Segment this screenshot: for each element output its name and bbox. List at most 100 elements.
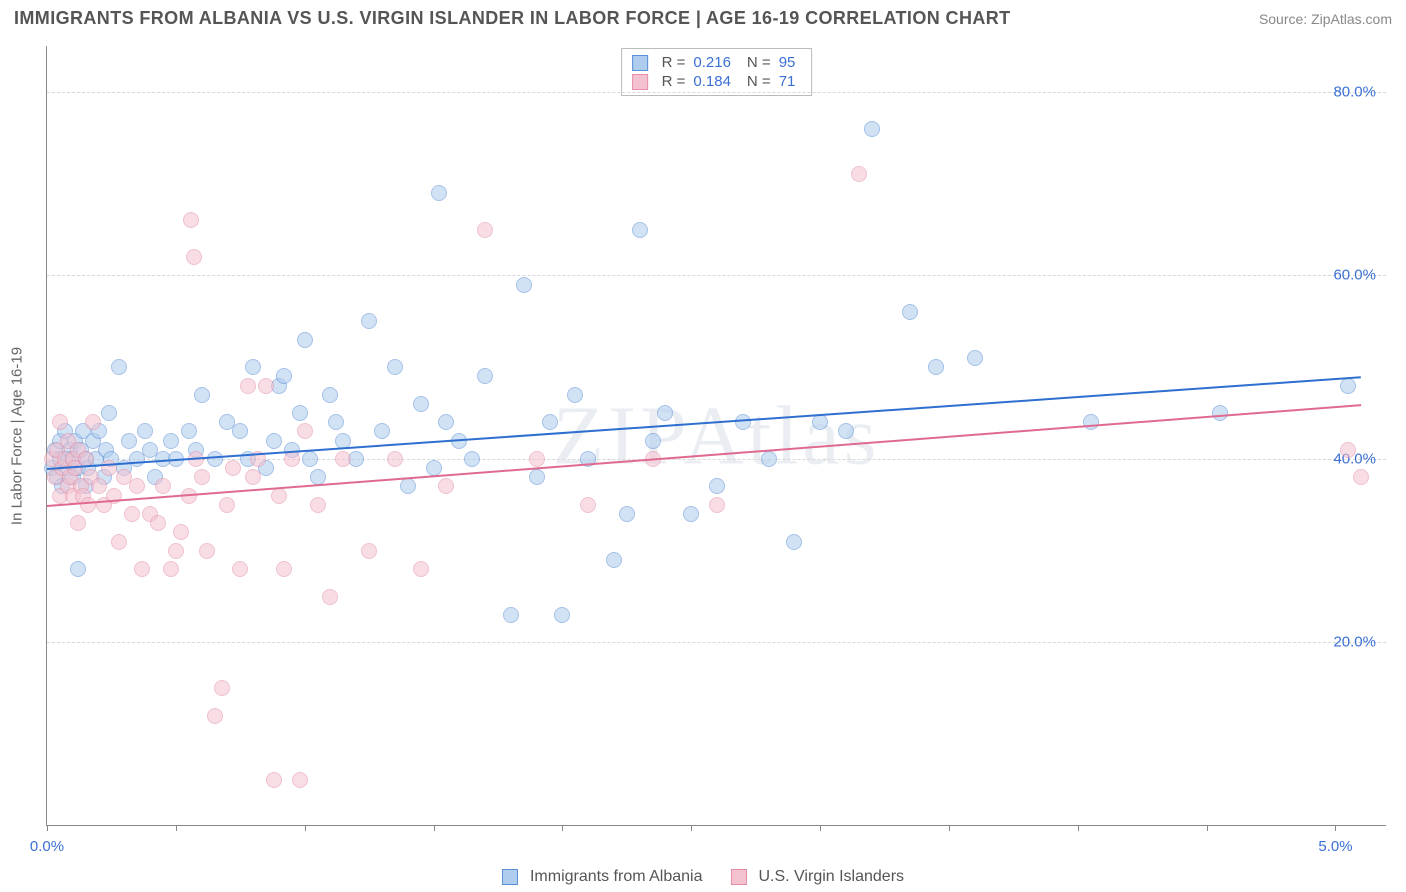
- scatter-point: [580, 497, 596, 513]
- scatter-point: [709, 478, 725, 494]
- scatter-point: [1340, 378, 1356, 394]
- scatter-point: [284, 451, 300, 467]
- scatter-point: [761, 451, 777, 467]
- scatter-point: [292, 772, 308, 788]
- legend-label-1: U.S. Virgin Islanders: [758, 868, 904, 886]
- chart-source: Source: ZipAtlas.com: [1259, 11, 1392, 27]
- scatter-point: [567, 387, 583, 403]
- scatter-point: [111, 534, 127, 550]
- scatter-point: [310, 497, 326, 513]
- stat-r-value-0: 0.216: [693, 54, 731, 71]
- title-bar: IMMIGRANTS FROM ALBANIA VS U.S. VIRGIN I…: [14, 8, 1392, 29]
- stat-n-label-0: N =: [747, 54, 771, 71]
- stat-r-label-1: R =: [662, 73, 686, 90]
- scatter-point: [266, 772, 282, 788]
- scatter-point: [297, 332, 313, 348]
- scatter-point: [328, 414, 344, 430]
- scatter-point: [709, 497, 725, 513]
- scatter-point: [258, 378, 274, 394]
- scatter-point: [80, 497, 96, 513]
- x-tick: [305, 825, 306, 831]
- scatter-point: [387, 451, 403, 467]
- x-tick: [176, 825, 177, 831]
- scatter-point: [529, 451, 545, 467]
- scatter-point: [155, 478, 171, 494]
- scatter-point: [619, 506, 635, 522]
- scatter-point: [902, 304, 918, 320]
- scatter-point: [683, 506, 699, 522]
- scatter-point: [181, 423, 197, 439]
- scatter-point: [245, 469, 261, 485]
- scatter-point: [477, 368, 493, 384]
- scatter-point: [374, 423, 390, 439]
- x-tick: [1078, 825, 1079, 831]
- x-tick: [1207, 825, 1208, 831]
- scatter-point: [150, 515, 166, 531]
- scatter-point: [812, 414, 828, 430]
- scatter-point: [232, 561, 248, 577]
- scatter-point: [111, 359, 127, 375]
- scatter-point: [431, 185, 447, 201]
- scatter-point: [529, 469, 545, 485]
- scatter-point: [101, 405, 117, 421]
- stat-r-label-0: R =: [662, 54, 686, 71]
- scatter-point: [413, 396, 429, 412]
- scatter-point: [735, 414, 751, 430]
- scatter-point: [271, 488, 287, 504]
- scatter-point: [657, 405, 673, 421]
- scatter-point: [129, 478, 145, 494]
- scatter-point: [361, 313, 377, 329]
- scatter-point: [1212, 405, 1228, 421]
- scatter-point: [322, 387, 338, 403]
- legend-item-1: U.S. Virgin Islanders: [730, 868, 904, 886]
- scatter-point: [967, 350, 983, 366]
- scatter-point: [276, 368, 292, 384]
- scatter-point: [207, 451, 223, 467]
- gridline-h: [47, 642, 1386, 643]
- scatter-point: [1340, 442, 1356, 458]
- scatter-point: [219, 497, 235, 513]
- stat-r-value-1: 0.184: [693, 73, 731, 90]
- scatter-point: [199, 543, 215, 559]
- y-tick-label: 60.0%: [1333, 267, 1376, 284]
- scatter-point: [207, 708, 223, 724]
- scatter-point: [516, 277, 532, 293]
- scatter-point: [245, 359, 261, 375]
- scatter-point: [232, 423, 248, 439]
- x-tick: [820, 825, 821, 831]
- legend-stats: R = 0.216 N = 95 R = 0.184 N = 71: [621, 48, 813, 96]
- scatter-point: [786, 534, 802, 550]
- scatter-point: [137, 423, 153, 439]
- stat-n-value-0: 95: [779, 54, 796, 71]
- stat-n-label-1: N =: [747, 73, 771, 90]
- scatter-point: [91, 478, 107, 494]
- x-tick: [562, 825, 563, 831]
- scatter-point: [1083, 414, 1099, 430]
- scatter-point: [438, 414, 454, 430]
- x-tick: [434, 825, 435, 831]
- scatter-point: [838, 423, 854, 439]
- y-tick-label: 80.0%: [1333, 83, 1376, 100]
- scatter-point: [194, 387, 210, 403]
- scatter-point: [851, 166, 867, 182]
- chart-container: IMMIGRANTS FROM ALBANIA VS U.S. VIRGIN I…: [0, 0, 1406, 892]
- scatter-point: [554, 607, 570, 623]
- scatter-point: [645, 433, 661, 449]
- swatch-series-0: [632, 55, 648, 71]
- y-axis-label: In Labor Force | Age 16-19: [9, 346, 26, 524]
- y-tick-label: 20.0%: [1333, 634, 1376, 651]
- scatter-point: [276, 561, 292, 577]
- scatter-point: [297, 423, 313, 439]
- scatter-point: [503, 607, 519, 623]
- swatch-series-1: [632, 74, 648, 90]
- scatter-point: [302, 451, 318, 467]
- scatter-point: [292, 405, 308, 421]
- scatter-point: [438, 478, 454, 494]
- scatter-point: [632, 222, 648, 238]
- stat-n-value-1: 71: [779, 73, 796, 90]
- scatter-point: [186, 249, 202, 265]
- scatter-point: [194, 469, 210, 485]
- x-tick: [47, 825, 48, 831]
- scatter-point: [163, 433, 179, 449]
- scatter-point: [214, 680, 230, 696]
